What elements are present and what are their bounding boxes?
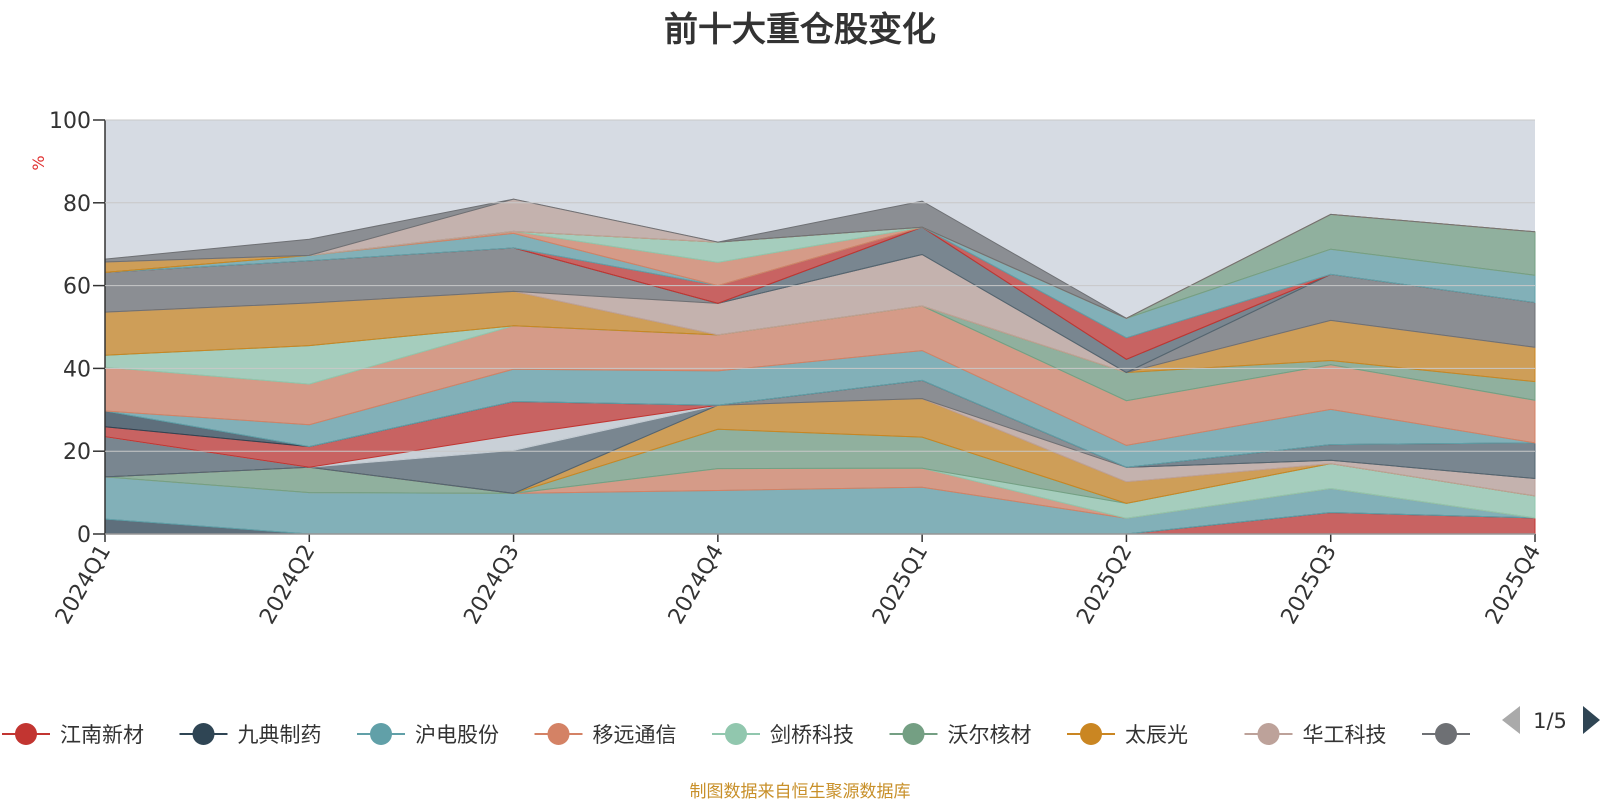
x-tick-label: 2025Q2 bbox=[1072, 541, 1137, 629]
legend-item[interactable]: 江南新材 bbox=[2, 723, 144, 747]
area-series bbox=[104, 198, 1536, 535]
legend-item[interactable]: 华工科技 bbox=[1244, 723, 1387, 747]
legend-marker-icon bbox=[370, 723, 392, 745]
x-tick-label: 2024Q4 bbox=[664, 541, 729, 629]
legend-marker-icon bbox=[547, 723, 570, 745]
y-tick-label: 60 bbox=[63, 275, 91, 300]
y-axis-unit-label: % bbox=[29, 155, 48, 170]
grid-lines bbox=[105, 119, 1535, 535]
legend-item[interactable]: 剑桥科技 bbox=[712, 723, 854, 747]
legend-label: 沃尔核材 bbox=[948, 723, 1032, 747]
area-series-29 bbox=[104, 198, 1536, 319]
legend-marker-icon bbox=[902, 723, 925, 745]
legend-marker-icon bbox=[15, 723, 37, 745]
y-tick-label: 80 bbox=[63, 192, 91, 217]
legend-label: 九典制药 bbox=[238, 723, 322, 747]
chart-title: 前十大重仓股变化 bbox=[664, 10, 936, 50]
x-tick-label: 2025Q3 bbox=[1277, 541, 1342, 629]
legend-marker-icon bbox=[725, 723, 747, 745]
legend-marker-icon bbox=[1257, 723, 1280, 745]
x-tick-label: 2024Q2 bbox=[255, 541, 320, 629]
legend-item[interactable]: 沃尔核材 bbox=[889, 723, 1032, 747]
legend-item[interactable]: 鼎泰高科 bbox=[1422, 723, 1564, 747]
x-tick-label: 2024Q3 bbox=[459, 541, 524, 629]
legend-next-arrow-icon[interactable] bbox=[1583, 706, 1600, 734]
legend-prev-arrow-icon[interactable] bbox=[1502, 706, 1520, 734]
legend-label: 太辰光 bbox=[1125, 723, 1188, 747]
y-tick-label: 40 bbox=[63, 357, 91, 382]
y-tick-label: 0 bbox=[77, 523, 91, 548]
legend-label: 剑桥科技 bbox=[770, 723, 854, 747]
legend-pager: 1/5 bbox=[1502, 706, 1600, 734]
x-tick-label: 2025Q4 bbox=[1481, 541, 1546, 629]
x-tick-label: 2024Q1 bbox=[51, 541, 116, 629]
legend-item[interactable]: 移远通信 bbox=[534, 723, 677, 747]
legend-label: 移远通信 bbox=[593, 723, 677, 747]
legend-marker-icon bbox=[192, 723, 215, 745]
legend-label: 沪电股份 bbox=[415, 723, 499, 747]
legend-item[interactable]: 太辰光 bbox=[1067, 723, 1188, 747]
y-tick-label: 20 bbox=[63, 440, 91, 465]
legend-item[interactable]: 沪电股份 bbox=[357, 723, 499, 747]
legend-marker-icon bbox=[1435, 723, 1457, 745]
legend-label: 江南新材 bbox=[60, 723, 144, 747]
x-axis: 2024Q1 2024Q2 2024Q3 2024Q4 2025Q1 2025Q2 2025… bbox=[51, 534, 1546, 629]
legend-page-indicator: 1/5 bbox=[1533, 709, 1567, 733]
legend-marker-icon bbox=[1080, 723, 1102, 745]
x-tick-label: 2025Q1 bbox=[868, 541, 933, 629]
legend-item[interactable]: 九典制药 bbox=[179, 723, 322, 747]
legend: 江南新材 九典制药 沪电股份 移远通信 剑桥科技 沃尔核材 太辰光 华工科技 鼎泰高科 bbox=[2, 723, 1564, 747]
y-axis: 0 20 40 60 80 100 bbox=[49, 109, 105, 548]
data-source-note: 制图数据来自恒生聚源数据库 bbox=[689, 782, 911, 802]
legend-label: 华工科技 bbox=[1303, 723, 1387, 747]
y-tick-label: 100 bbox=[49, 109, 91, 134]
